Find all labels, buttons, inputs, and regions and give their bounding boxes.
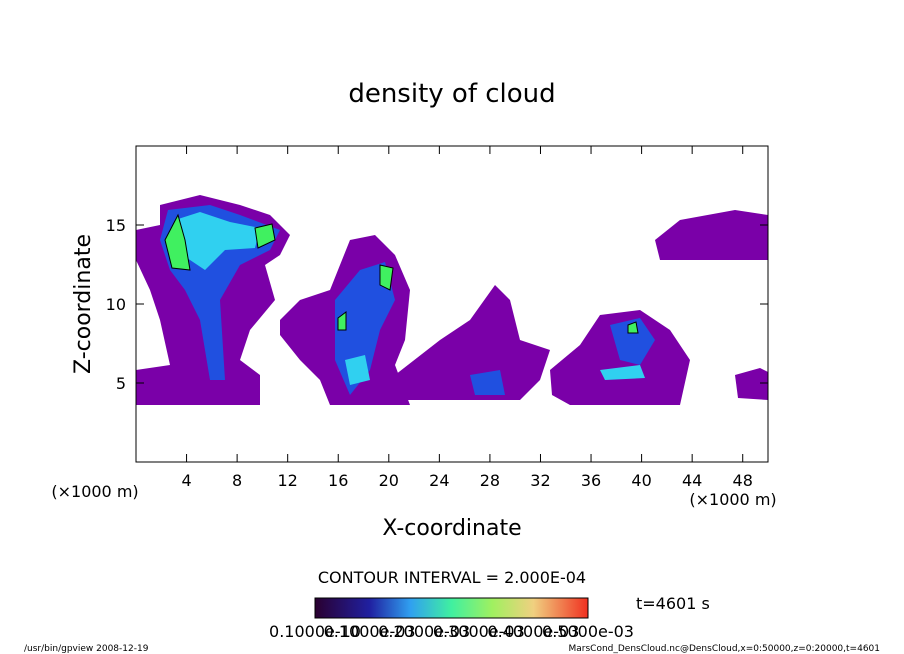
y-axis-label: Z-coordinate [71, 234, 96, 374]
x-tick-label: 20 [379, 471, 399, 490]
chart-title: density of cloud [348, 79, 555, 109]
x-tick-label: 32 [530, 471, 550, 490]
colorbar-label: 0.1000e-10 [269, 622, 361, 641]
x-tick-label: 4 [181, 471, 191, 490]
x-tick-label: 24 [429, 471, 449, 490]
x-unit-right: (×1000 m) [689, 490, 776, 509]
x-tick-label: 36 [581, 471, 601, 490]
y-tick-label: 10 [106, 295, 126, 314]
colorbar-label: 0.2000e-03 [378, 622, 470, 641]
x-tick-label: 48 [733, 471, 753, 490]
colorbar [314, 597, 589, 619]
footer-right: MarsCond_DensCloud.nc@DensCloud,x=0:5000… [569, 644, 881, 654]
contour-interval: CONTOUR INTERVAL = 2.000E-04 [318, 568, 586, 587]
x-unit-left: (×1000 m) [51, 482, 138, 501]
x-tick-label: 40 [631, 471, 651, 490]
x-tick-label: 28 [480, 471, 500, 490]
colorbar-label: 0.3000e-03 [433, 622, 525, 641]
y-tick-label: 15 [106, 216, 126, 235]
time-label: t=4601 s [636, 594, 710, 613]
colorbar-label: 0.5000e-03 [542, 622, 634, 641]
colorbar-label: 0.1000e-03 [324, 622, 416, 641]
x-tick-label: 16 [328, 471, 348, 490]
colorbar-label: 0.4000e-03 [487, 622, 579, 641]
cloud-field [136, 195, 768, 405]
x-tick-label: 44 [682, 471, 702, 490]
y-tick-label: 5 [116, 374, 126, 393]
x-tick-label: 12 [278, 471, 298, 490]
footer-left: /usr/bin/gpview 2008-12-19 [24, 644, 149, 654]
x-axis-label: X-coordinate [382, 516, 521, 541]
x-tick-label: 8 [232, 471, 242, 490]
